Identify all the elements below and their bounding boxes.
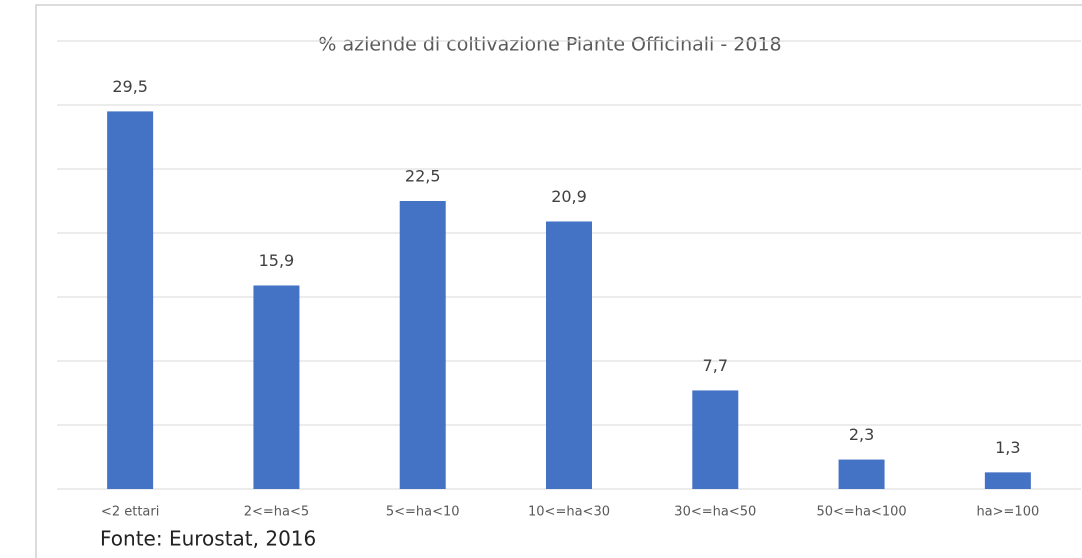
- bar: [838, 459, 885, 489]
- x-tick-label: 5<=ha<10: [386, 505, 460, 520]
- x-tick-label: 10<=ha<30: [528, 505, 610, 520]
- data-label: 29,5: [112, 77, 148, 96]
- x-tick-label: 50<=ha<100: [816, 505, 906, 520]
- chart-title: % aziende di coltivazione Piante Officin…: [318, 34, 781, 56]
- data-label: 22,5: [405, 167, 441, 186]
- x-tick-label: 2<=ha<5: [244, 505, 309, 520]
- data-label: 15,9: [259, 251, 295, 270]
- data-label: 2,3: [849, 425, 874, 444]
- x-tick-label: 30<=ha<50: [674, 505, 756, 520]
- source-note: Fonte: Eurostat, 2016: [100, 527, 316, 551]
- x-tick-label: ha>=100: [976, 505, 1039, 520]
- data-label: 7,7: [703, 356, 728, 375]
- data-label: 1,3: [995, 438, 1020, 457]
- x-tick-label: <2 ettari: [101, 505, 159, 520]
- chart-border: [35, 4, 1082, 558]
- bar: [984, 472, 1031, 489]
- bar: [546, 221, 592, 490]
- data-label: 20,9: [551, 187, 587, 206]
- bar: [399, 201, 446, 489]
- bar: [253, 285, 300, 489]
- bar: [692, 390, 739, 489]
- bar: [107, 111, 154, 490]
